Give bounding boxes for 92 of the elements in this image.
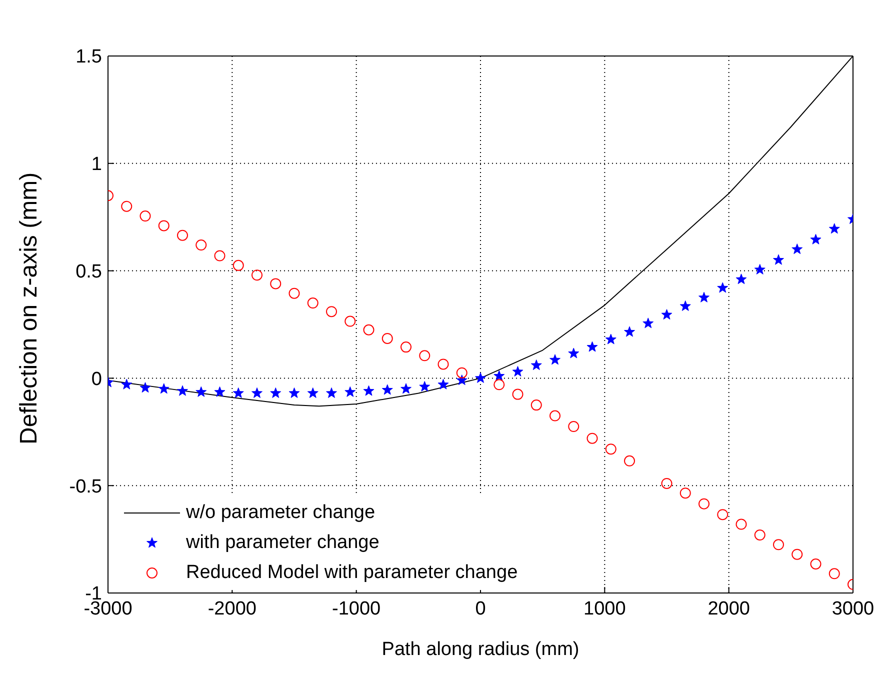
legend-label: w/o parameter change: [186, 502, 376, 524]
x-axis-title: Path along radius (mm): [382, 639, 580, 660]
point: [232, 260, 244, 271]
point: [288, 288, 300, 299]
point: [270, 387, 282, 398]
y-tick-label: 1.5: [76, 46, 102, 68]
point: [512, 366, 524, 376]
point: [475, 372, 486, 383]
x-tick-label: -1000: [332, 598, 381, 620]
point: [680, 488, 691, 499]
x-tick-label: 1000: [584, 598, 626, 620]
point: [568, 348, 580, 358]
point: [736, 274, 747, 284]
point: [307, 387, 318, 398]
x-tick-label: 0: [475, 598, 486, 620]
point: [550, 410, 560, 422]
point: [828, 568, 840, 580]
point: [400, 342, 412, 353]
point: [494, 370, 505, 381]
point: [642, 318, 654, 328]
point: [121, 378, 132, 390]
point: [828, 223, 840, 234]
point: [419, 381, 430, 392]
point: [140, 210, 151, 222]
point: [754, 264, 766, 274]
point: [792, 548, 803, 560]
point: [792, 244, 803, 254]
point: [438, 378, 449, 390]
point: [382, 332, 393, 344]
point: [773, 254, 784, 265]
point: [438, 358, 449, 370]
x-tick-label: 2000: [708, 598, 750, 620]
point: [177, 385, 188, 396]
point: [717, 282, 728, 293]
point: [530, 360, 542, 370]
point: [717, 509, 728, 520]
point: [456, 367, 468, 378]
y-axis-title: Deflection on z-axis (mm): [16, 172, 43, 444]
point: [158, 383, 170, 394]
point: [530, 400, 542, 411]
point: [363, 385, 374, 396]
y-tick-label: 1: [91, 154, 102, 176]
point: [344, 316, 356, 327]
point: [605, 334, 616, 344]
point: [624, 326, 635, 337]
point: [773, 539, 784, 550]
point: [736, 518, 747, 530]
point: [288, 387, 300, 398]
point: [196, 386, 207, 397]
point: [512, 388, 524, 400]
point: [232, 387, 244, 398]
point: [252, 270, 262, 281]
point: [661, 309, 672, 320]
y-tick-label: 0: [91, 368, 102, 390]
point: [177, 230, 188, 241]
point: [586, 432, 598, 444]
point: [158, 220, 170, 232]
point: [494, 379, 505, 390]
y-tick-label: 0.5: [76, 262, 102, 283]
point: [456, 374, 468, 386]
legend-label: with parameter change: [186, 532, 380, 554]
point: [121, 200, 132, 212]
x-tick-label: 3000: [832, 598, 874, 620]
point: [214, 250, 226, 262]
point: [400, 383, 412, 394]
point: [810, 234, 822, 244]
point: [550, 354, 560, 365]
point: [344, 386, 356, 397]
point: [419, 350, 430, 362]
point: [307, 298, 318, 309]
point: [568, 421, 580, 432]
point: [140, 382, 151, 393]
point: [382, 384, 393, 395]
point: [252, 387, 262, 398]
point: [680, 300, 691, 311]
point: [605, 444, 616, 455]
point: [661, 478, 672, 489]
point: [698, 498, 710, 510]
point: [214, 386, 226, 397]
point: [326, 387, 337, 398]
legend-label: Reduced Model with parameter change: [186, 562, 518, 584]
x-tick-label: -2000: [208, 598, 256, 620]
point: [586, 341, 598, 352]
point: [270, 278, 282, 290]
point: [196, 240, 207, 251]
y-tick-label: -0.5: [69, 476, 102, 498]
point: [754, 530, 766, 541]
point: [698, 292, 710, 302]
point: [624, 455, 635, 466]
point: [363, 324, 374, 336]
point: [326, 306, 337, 318]
point: [810, 558, 822, 570]
